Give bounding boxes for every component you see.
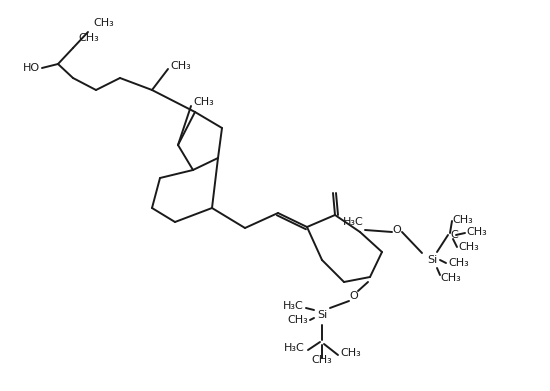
Text: H₃C: H₃C bbox=[343, 217, 364, 227]
Text: O: O bbox=[393, 225, 402, 235]
Text: CH₃: CH₃ bbox=[170, 61, 191, 71]
Text: O: O bbox=[350, 291, 359, 301]
Text: CH₃: CH₃ bbox=[340, 348, 361, 358]
Text: CH₃: CH₃ bbox=[458, 242, 478, 252]
Text: H₃C: H₃C bbox=[283, 301, 304, 311]
Text: CH₃: CH₃ bbox=[287, 315, 308, 325]
Text: Si: Si bbox=[317, 310, 327, 320]
Text: CH₃: CH₃ bbox=[448, 258, 469, 268]
Text: CH₃: CH₃ bbox=[93, 18, 114, 28]
Text: CH₃: CH₃ bbox=[466, 227, 487, 237]
Text: CH₃: CH₃ bbox=[78, 33, 99, 43]
Text: Si: Si bbox=[427, 255, 437, 265]
Text: CH₃: CH₃ bbox=[312, 355, 332, 365]
Text: H₃C: H₃C bbox=[284, 343, 305, 353]
Text: CH₃: CH₃ bbox=[452, 215, 473, 225]
Text: HO: HO bbox=[23, 63, 40, 73]
Text: CH₃: CH₃ bbox=[193, 97, 214, 107]
Text: C: C bbox=[450, 230, 458, 240]
Text: CH₃: CH₃ bbox=[440, 273, 461, 283]
